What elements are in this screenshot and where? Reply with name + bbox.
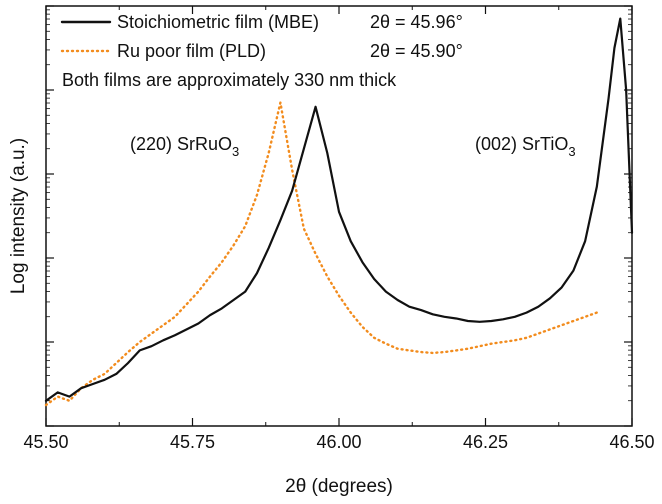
annotation-srtio3: (002) SrTiO3: [475, 134, 576, 159]
axis-labels: 2θ (degrees) Log intensity (a.u.): [8, 138, 393, 497]
legend-note: Both films are approximately 330 nm thic…: [62, 70, 397, 90]
legend: Stoichiometric film (MBE) 2θ = 45.96° Ru p…: [60, 12, 463, 90]
series-line-pld: [44, 101, 599, 407]
y-axis-title: Log intensity (a.u.): [8, 138, 29, 294]
peak-annotations: (220) SrRuO3 (002) SrTiO3: [130, 134, 576, 159]
series-line-mbe: [44, 17, 634, 402]
annotation-main-text: (002) SrTiO: [475, 134, 568, 154]
legend-peak-mbe: 2θ = 45.96°: [370, 12, 463, 32]
legend-peak-pld: 2θ = 45.90°: [370, 41, 463, 61]
plot-frame: [45, 5, 633, 427]
series-layer: [44, 17, 634, 407]
x-tick-label: 45.50: [23, 432, 68, 452]
x-tick-label: 46.25: [463, 432, 508, 452]
plot-background: [45, 5, 633, 427]
annotation-main-text: (220) SrRuO: [130, 134, 232, 154]
x-tick-label: 45.75: [170, 432, 215, 452]
x-axis-ticks: 45.50 45.75 46.00 46.25 46.50: [23, 6, 655, 452]
legend-label-pld: Ru poor film (PLD): [117, 41, 266, 61]
y-axis-ticks: [46, 5, 632, 427]
x-tick-label: 46.50: [609, 432, 654, 452]
annotation-subscript: 3: [568, 144, 575, 159]
annotation-srruo3: (220) SrRuO3: [130, 134, 239, 159]
x-tick-label: 46.00: [316, 432, 361, 452]
annotation-subscript: 3: [232, 144, 239, 159]
legend-label-mbe: Stoichiometric film (MBE): [117, 12, 319, 32]
x-axis-title: 2θ (degrees): [285, 476, 393, 497]
